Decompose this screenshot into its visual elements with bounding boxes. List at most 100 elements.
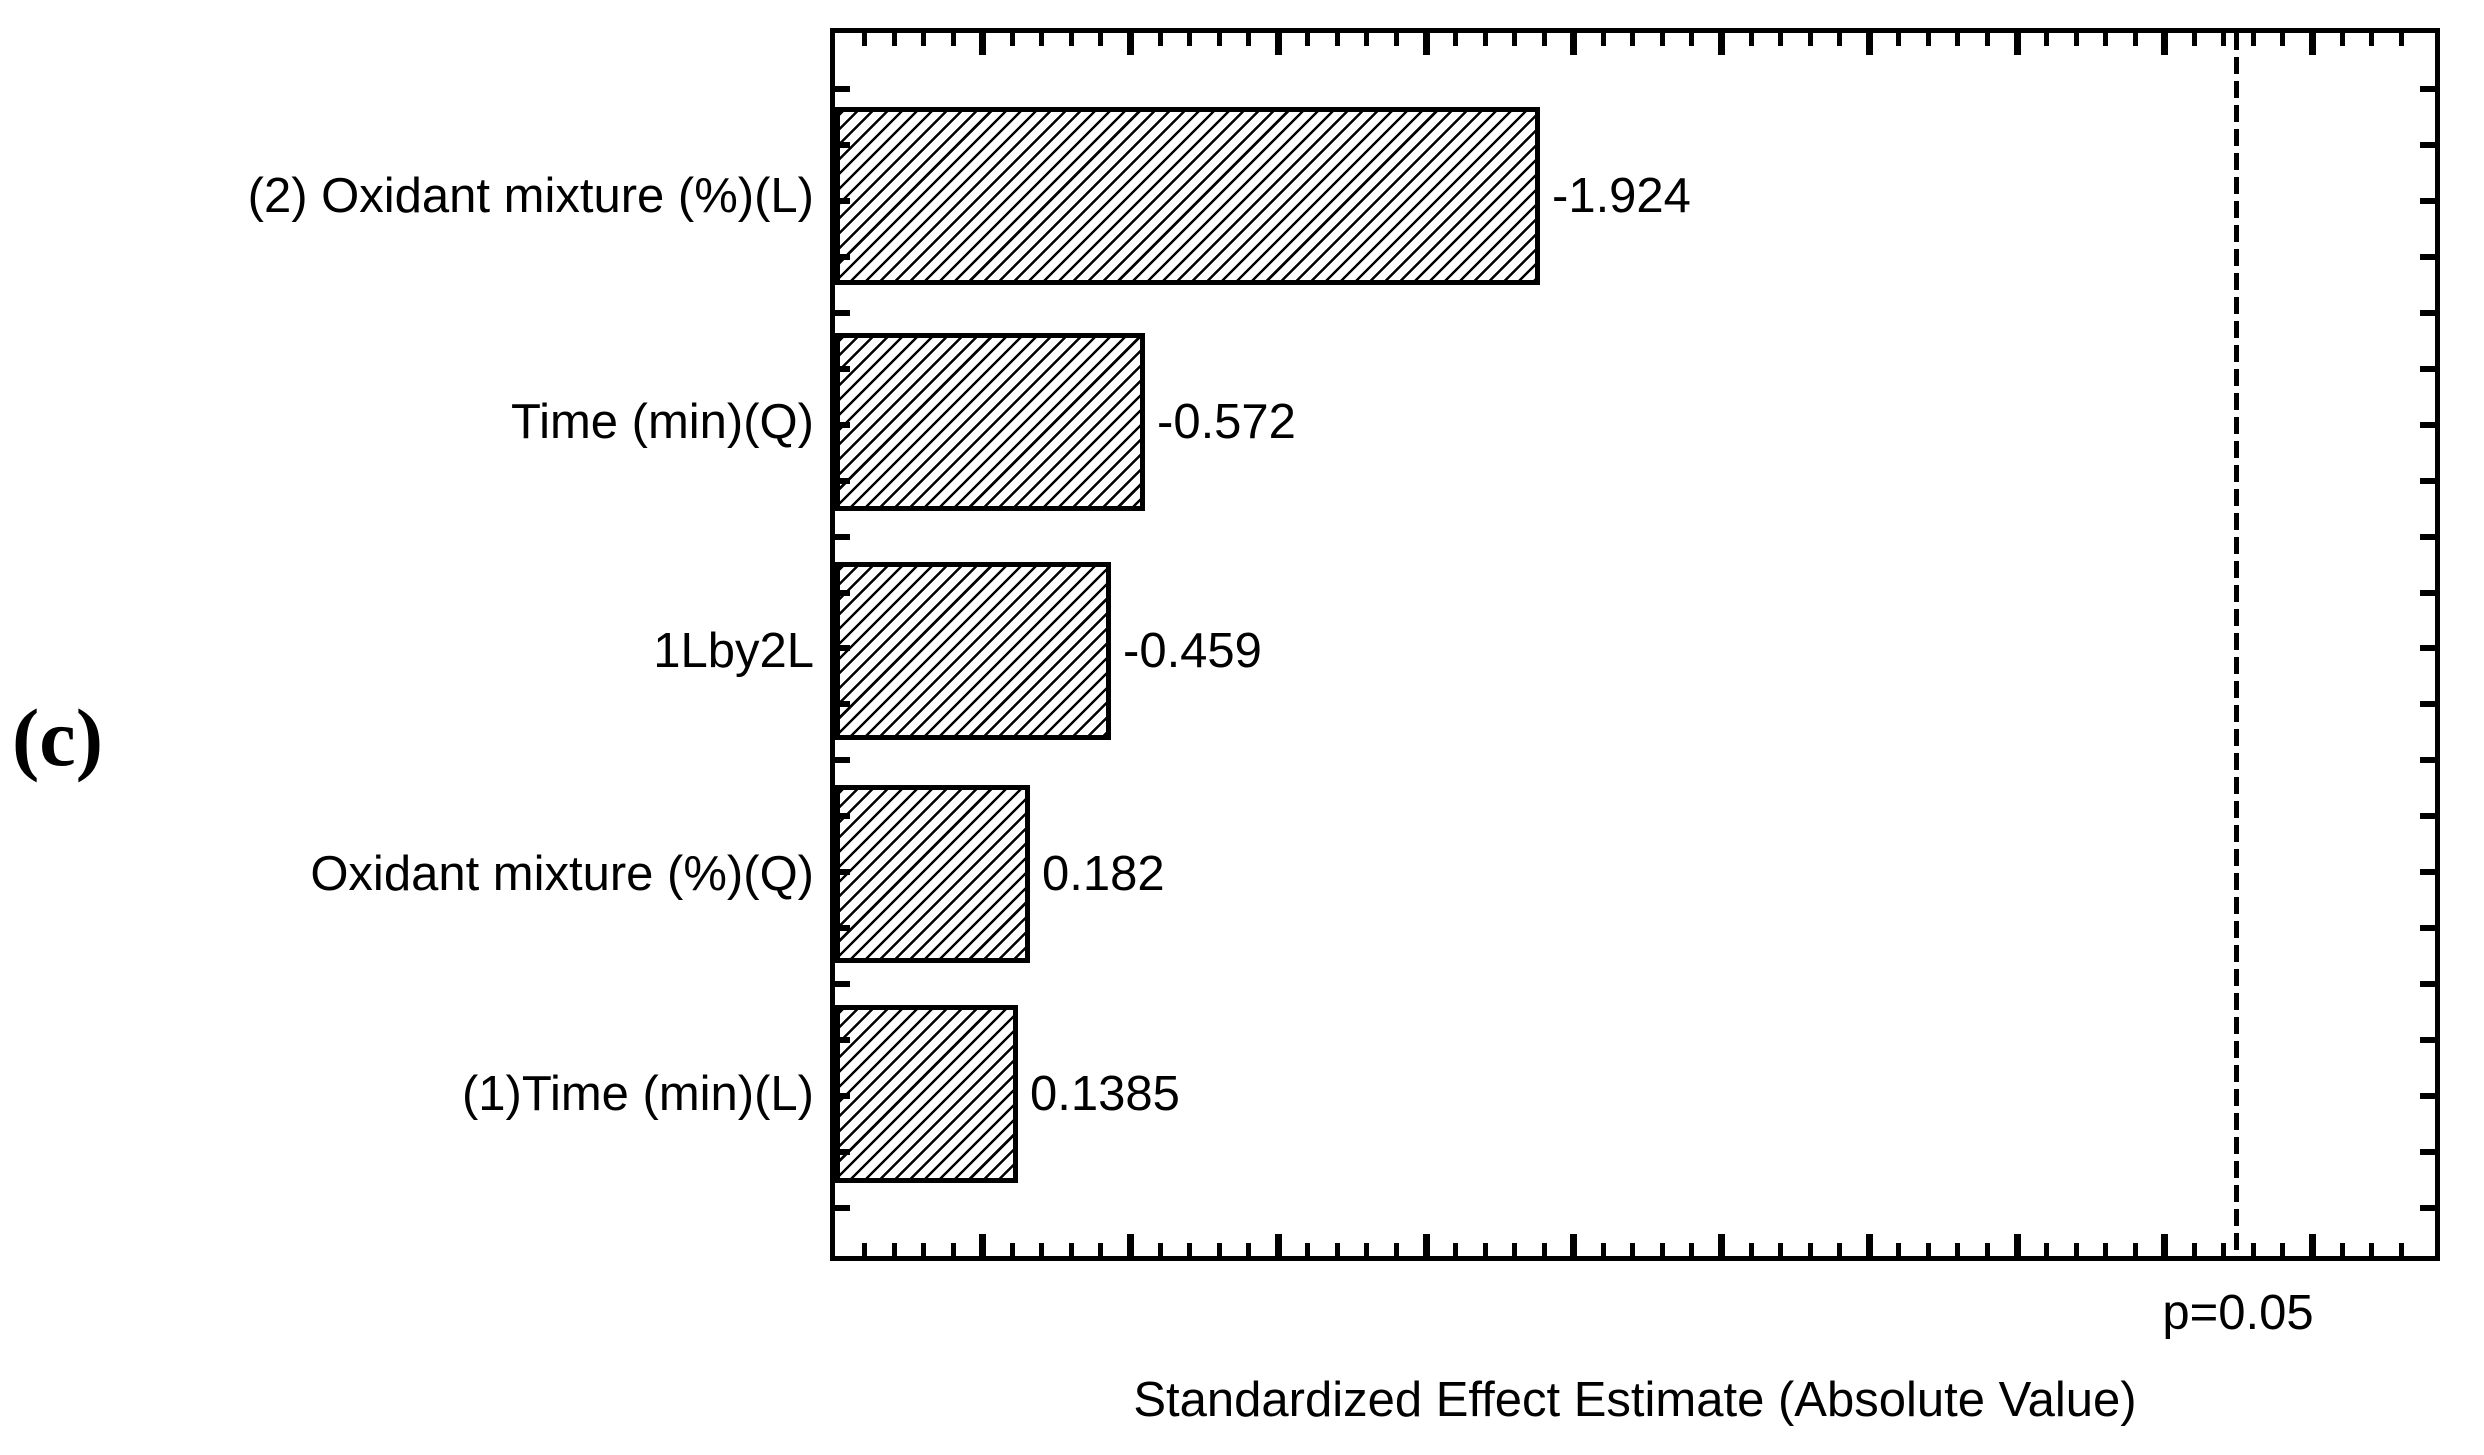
x-axis-tick xyxy=(1542,1243,1547,1256)
x-axis-tick xyxy=(1866,33,1873,55)
x-axis-tick xyxy=(1187,33,1192,46)
y-axis-tick xyxy=(2420,422,2435,428)
x-axis-tick xyxy=(1423,33,1430,55)
category-label: Oxidant mixture (%)(Q) xyxy=(310,847,814,901)
x-axis-tick xyxy=(2161,33,2168,55)
x-axis-tick xyxy=(1305,33,1310,46)
y-axis-tick xyxy=(835,701,850,707)
x-axis-tick xyxy=(921,1243,926,1256)
category-label: (1)Time (min)(L) xyxy=(461,1067,814,1121)
x-axis-tick xyxy=(2251,1243,2256,1256)
x-axis-tick xyxy=(1749,33,1754,46)
x-axis-tick xyxy=(1069,33,1074,46)
x-axis-tick xyxy=(1630,33,1635,46)
x-axis-tick xyxy=(1660,1243,1665,1256)
y-axis-tick xyxy=(2420,254,2435,260)
y-axis-tick xyxy=(835,1205,850,1211)
figure-panel-label: (c) xyxy=(12,692,104,783)
x-axis-tick xyxy=(1098,33,1103,46)
x-axis-tick xyxy=(2103,1243,2108,1256)
x-axis-tick xyxy=(1808,1243,1813,1256)
x-axis-tick xyxy=(1364,1243,1369,1256)
y-axis-tick xyxy=(2420,478,2435,484)
x-axis-tick xyxy=(1570,33,1577,55)
x-axis-tick xyxy=(1187,1243,1192,1256)
x-axis-tick xyxy=(2192,33,2197,46)
x-axis-tick xyxy=(2044,1243,2049,1256)
x-axis-tick xyxy=(1246,1243,1251,1256)
bar xyxy=(835,107,1540,285)
x-axis-tick xyxy=(1364,33,1369,46)
y-axis-tick xyxy=(2420,925,2435,931)
y-axis-tick xyxy=(2420,534,2435,540)
x-axis-tick xyxy=(1866,1234,1873,1256)
x-axis-tick xyxy=(1098,1243,1103,1256)
y-axis-tick xyxy=(2420,590,2435,596)
y-axis-tick xyxy=(835,254,850,260)
y-axis-tick xyxy=(2420,310,2435,316)
x-axis-tick xyxy=(1453,1243,1458,1256)
y-axis-tick xyxy=(835,590,850,596)
x-axis-tick xyxy=(2340,33,2345,46)
y-axis-tick xyxy=(2420,142,2435,148)
significance-reference-line xyxy=(2234,33,2239,1256)
y-axis-tick xyxy=(835,478,850,484)
x-axis-tick xyxy=(1660,33,1665,46)
x-axis-tick xyxy=(979,33,986,55)
x-axis-tick xyxy=(1069,1243,1074,1256)
x-axis-tick xyxy=(921,33,926,46)
x-axis-tick xyxy=(1718,33,1725,55)
bar xyxy=(835,785,1030,963)
x-axis-tick xyxy=(1926,33,1931,46)
x-axis-tick xyxy=(2014,33,2021,55)
x-axis-tick xyxy=(1985,33,1990,46)
x-axis-tick xyxy=(1749,1243,1754,1256)
x-axis-tick xyxy=(2074,1243,2079,1256)
x-axis-tick xyxy=(2369,1243,2374,1256)
y-axis-tick xyxy=(835,422,850,428)
y-axis-tick xyxy=(2420,701,2435,707)
x-axis-tick xyxy=(1335,1243,1340,1256)
x-axis-tick xyxy=(892,33,897,46)
y-axis-tick xyxy=(2420,1093,2435,1099)
y-axis-tick xyxy=(835,869,850,875)
significance-line-label: p=0.05 xyxy=(2162,1286,2314,1340)
y-axis-tick xyxy=(835,1037,850,1043)
y-axis-tick xyxy=(835,310,850,316)
x-axis-tick xyxy=(1630,1243,1635,1256)
x-axis-tick xyxy=(2309,1234,2316,1256)
plot-inner-area xyxy=(835,33,2435,1256)
x-axis-tick xyxy=(1808,33,1813,46)
y-axis-tick xyxy=(835,366,850,372)
y-axis-tick xyxy=(835,925,850,931)
x-axis-tick xyxy=(2309,33,2316,55)
y-axis-tick xyxy=(2420,198,2435,204)
x-axis-tick xyxy=(951,1243,956,1256)
x-axis-tick xyxy=(1837,33,1842,46)
x-axis-tick xyxy=(1689,1243,1694,1256)
bar-value-label: -0.459 xyxy=(1123,624,1262,678)
x-axis-tick xyxy=(2399,1243,2404,1256)
category-label: (2) Oxidant mixture (%)(L) xyxy=(247,169,814,223)
x-axis-tick xyxy=(2221,33,2226,46)
x-axis-tick xyxy=(1570,1234,1577,1256)
x-axis-tick xyxy=(2280,1243,2285,1256)
y-axis-tick xyxy=(2420,1205,2435,1211)
y-axis-tick xyxy=(835,645,850,651)
x-axis-tick xyxy=(2161,1234,2168,1256)
x-axis-tick xyxy=(1601,33,1606,46)
y-axis-tick xyxy=(835,1093,850,1099)
x-axis-tick xyxy=(1512,1243,1517,1256)
x-axis-tick xyxy=(951,33,956,46)
y-axis-tick xyxy=(835,86,850,92)
x-axis-tick xyxy=(979,1234,986,1256)
y-axis-tick xyxy=(2420,645,2435,651)
y-axis-tick xyxy=(2420,1037,2435,1043)
x-axis-tick xyxy=(1483,1243,1488,1256)
bar xyxy=(835,1005,1018,1183)
x-axis-tick xyxy=(1689,33,1694,46)
x-axis-tick xyxy=(2251,33,2256,46)
y-axis-tick xyxy=(2420,86,2435,92)
x-axis-tick xyxy=(1718,1234,1725,1256)
